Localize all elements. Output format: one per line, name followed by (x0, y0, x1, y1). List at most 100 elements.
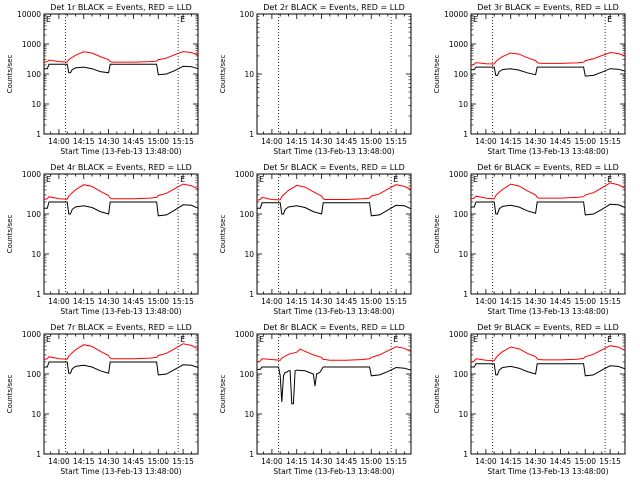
plot-frame (470, 13, 626, 135)
x-tick-label: 14:30 (311, 297, 333, 306)
x-tick-label: 14:00 (475, 137, 497, 146)
y-tick-label: 1000 (22, 40, 41, 49)
y-axis-label: Counts/sec (433, 215, 441, 254)
flag-marker: E (473, 335, 478, 344)
y-axis-label: Counts/sec (6, 375, 14, 414)
y-tick-label: 100 (240, 210, 255, 219)
y-tick-label: 10000 (17, 10, 41, 19)
x-tick-label: 14:30 (525, 457, 547, 466)
x-tick-label: 14:00 (261, 457, 283, 466)
flag-marker: E (259, 175, 264, 184)
flag-marker: E (607, 15, 612, 24)
x-axis-label: Start Time (13-Feb-13 13:48:00) (487, 467, 608, 476)
y-tick-label: 10 (31, 100, 41, 109)
plot-frame (43, 13, 199, 135)
y-tick-label: 1 (36, 130, 41, 139)
x-axis-label: Start Time (13-Feb-13 13:48:00) (60, 307, 181, 316)
plot-frame (470, 333, 626, 455)
plot-frame (43, 173, 199, 295)
x-tick-label: 14:00 (261, 297, 283, 306)
flag-marker: E (473, 15, 478, 24)
lld-series-line (470, 345, 626, 363)
panel-title: Det 4r BLACK = Events, RED = LLD (50, 163, 192, 172)
flag-marker: E (180, 15, 185, 24)
lld-series-line (43, 51, 199, 63)
flag-marker: E (180, 335, 185, 344)
x-axis-label: Start Time (13-Feb-13 13:48:00) (487, 307, 608, 316)
flag-marker: E (393, 335, 398, 344)
x-tick-label: 15:00 (360, 457, 382, 466)
plot-frame (256, 173, 412, 295)
lld-series-line (256, 346, 412, 363)
x-tick-label: 14:45 (123, 457, 145, 466)
x-tick-label: 14:15 (286, 297, 308, 306)
x-tick-label: 14:45 (336, 137, 358, 146)
panel-title: Det 7r BLACK = Events, RED = LLD (50, 323, 192, 332)
panel-title: Det 6r BLACK = Events, RED = LLD (477, 163, 619, 172)
y-tick-label: 1 (463, 130, 468, 139)
x-tick-label: 14:30 (311, 457, 333, 466)
x-tick-label: 14:45 (123, 297, 145, 306)
x-tick-label: 14:15 (286, 137, 308, 146)
lld-series-line (43, 343, 199, 360)
y-tick-label: 100 (454, 70, 469, 79)
x-tick-label: 15:00 (147, 137, 169, 146)
y-tick-label: 1000 (22, 330, 41, 339)
x-tick-label: 15:00 (147, 457, 169, 466)
x-tick-label: 14:30 (525, 137, 547, 146)
y-axis-label: Counts/sec (433, 55, 441, 94)
flag-marker: E (46, 175, 51, 184)
x-tick-label: 15:15 (172, 297, 194, 306)
x-tick-label: 14:30 (98, 137, 120, 146)
y-tick-label: 10 (31, 410, 41, 419)
x-tick-label: 14:00 (475, 457, 497, 466)
x-tick-label: 14:45 (550, 457, 572, 466)
x-tick-label: 14:00 (48, 297, 70, 306)
panel-title: Det 5r BLACK = Events, RED = LLD (263, 163, 405, 172)
y-tick-label: 10 (458, 100, 468, 109)
y-axis-label: Counts/sec (219, 375, 227, 414)
flag-marker: E (607, 175, 612, 184)
x-tick-label: 14:30 (98, 297, 120, 306)
y-tick-label: 100 (27, 70, 42, 79)
x-tick-label: 14:30 (311, 137, 333, 146)
x-tick-label: 14:45 (123, 137, 145, 146)
x-tick-label: 14:00 (475, 297, 497, 306)
x-tick-label: 14:00 (48, 137, 70, 146)
events-series-line (44, 63, 199, 76)
plot-frame (470, 173, 626, 295)
y-tick-label: 100 (240, 370, 255, 379)
x-tick-label: 14:45 (550, 297, 572, 306)
y-tick-label: 1000 (22, 170, 41, 179)
y-tick-label: 10 (244, 410, 254, 419)
events-series-line (44, 361, 199, 376)
lld-series-line (470, 51, 626, 66)
y-axis-label: Counts/sec (433, 375, 441, 414)
y-axis-label: Counts/sec (6, 55, 14, 94)
plot-frame (43, 333, 199, 455)
flag-marker: E (46, 335, 51, 344)
panel-title: Det 8r BLACK = Events, RED = LLD (263, 323, 405, 332)
x-tick-label: 14:15 (500, 137, 522, 146)
x-tick-label: 14:15 (73, 297, 95, 306)
x-tick-label: 14:45 (550, 137, 572, 146)
y-tick-label: 10 (31, 250, 41, 259)
detector-panel-8: Det 8r BLACK = Events, RED = LLD 14:00 14:… (219, 323, 412, 476)
y-tick-label: 100 (454, 370, 469, 379)
events-series-line (257, 366, 412, 405)
y-tick-label: 1000 (449, 330, 468, 339)
x-tick-label: 14:15 (73, 457, 95, 466)
y-tick-label: 1 (249, 290, 254, 299)
panel-title: Det 3r BLACK = Events, RED = LLD (477, 3, 619, 12)
y-tick-label: 1 (249, 450, 254, 459)
y-tick-label: 1000 (449, 40, 468, 49)
x-tick-label: 15:15 (172, 137, 194, 146)
detector-panel-6: Det 6r BLACK = Events, RED = LLD 14:00 14:… (433, 163, 626, 316)
lld-series-line (256, 184, 412, 201)
y-tick-label: 1 (36, 450, 41, 459)
